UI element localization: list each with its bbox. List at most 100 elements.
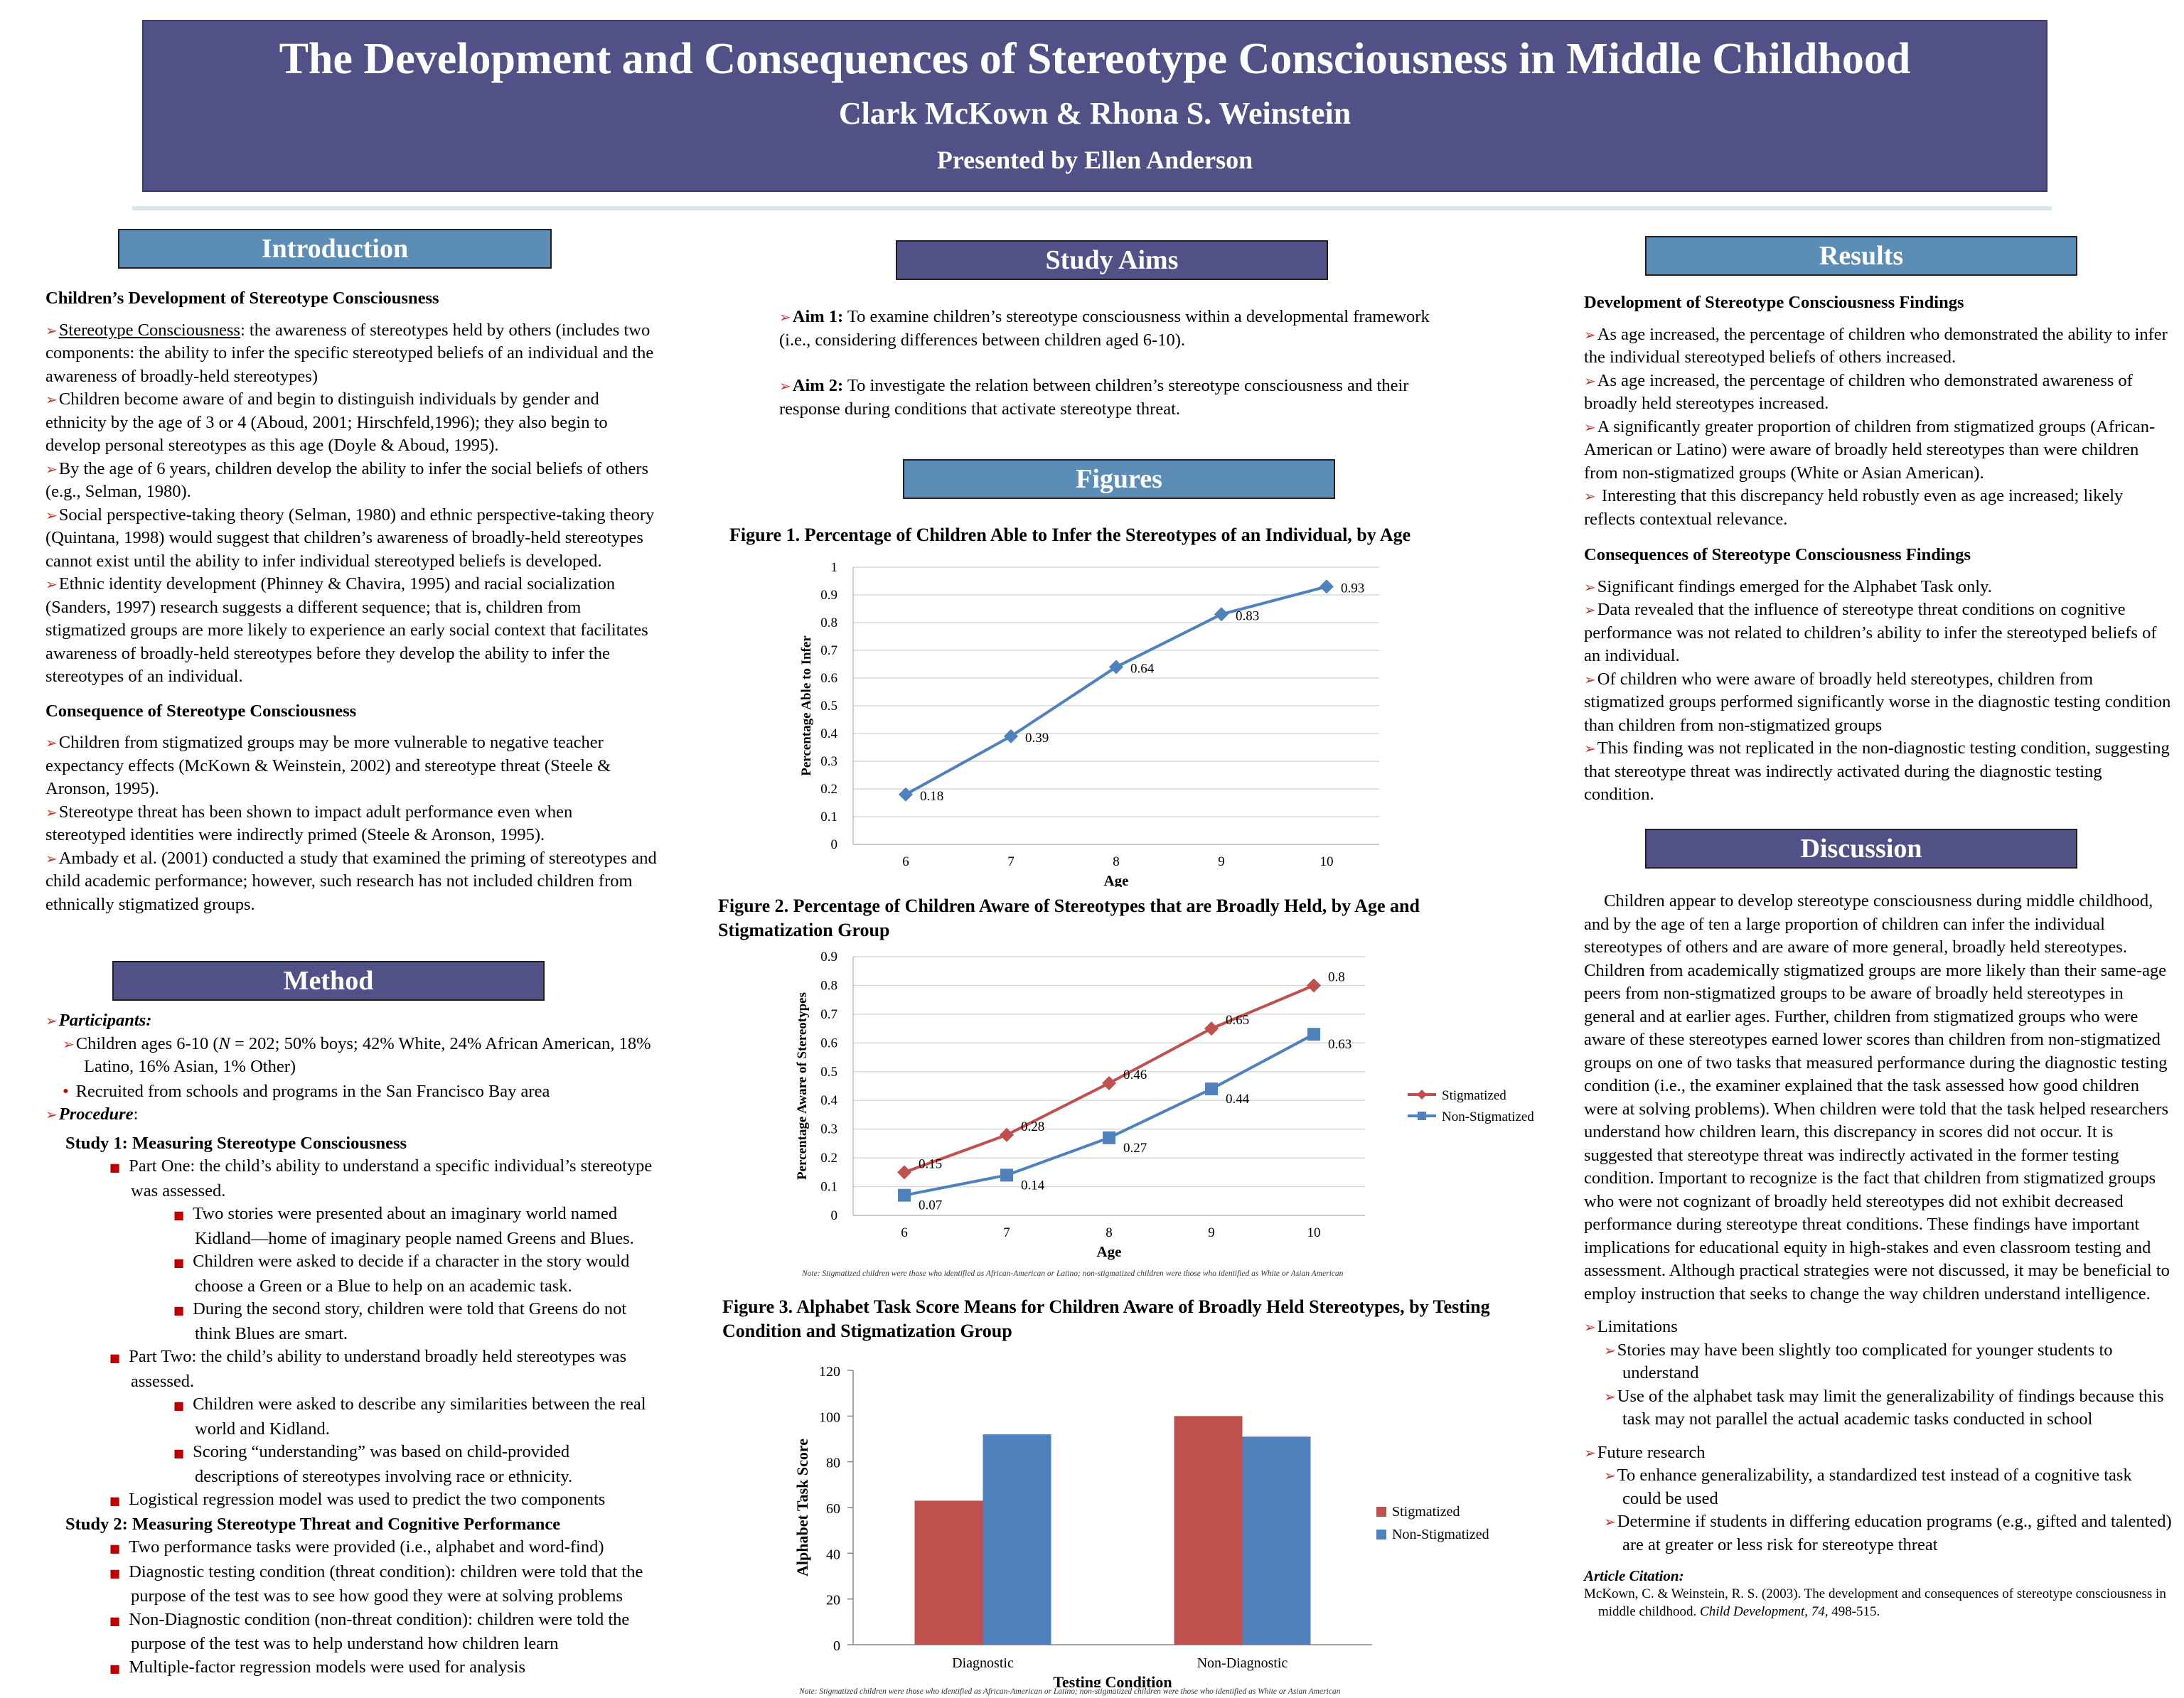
results-text: Of children who were aware of broadly he…	[1584, 669, 2171, 735]
method-text: During the second story, children were t…	[193, 1299, 627, 1343]
data-point	[1320, 579, 1334, 594]
x-axis-title: Age	[1104, 872, 1129, 887]
square-bullet-icon: ■	[173, 1446, 185, 1460]
method-bullet: ■ Two stories were presented about an ima…	[46, 1203, 657, 1250]
poster-title: The Development and Consequences of Ster…	[279, 35, 1911, 83]
aim-1: ➢Aim 1: To examine children’s stereotype…	[779, 306, 1447, 352]
arrow-bullet-icon: ➢	[46, 391, 58, 408]
intro-bullet-text: By the age of 6 years, children develop …	[46, 458, 649, 502]
bar	[1174, 1416, 1243, 1645]
results-bullet: ➢Of children who were aware of broadly h…	[1584, 668, 2174, 738]
legend-marker	[1376, 1530, 1386, 1540]
intro-bullet-text: : the awareness of stereotypes held by o…	[46, 320, 654, 386]
aim-2: ➢Aim 2: To investigate the relation betw…	[779, 375, 1447, 421]
y-tick-label: 0.6	[820, 671, 837, 686]
results-section: Development of Stereotype Consciousness …	[1584, 291, 2174, 807]
dot-bullet-icon: •	[63, 1081, 69, 1101]
discussion-bullet: ➢To enhance generalizability, a standard…	[1584, 1464, 2174, 1510]
limitations-label: Limitations	[1597, 1317, 1678, 1336]
discussion-bullet: ➢Stories may have been slightly too comp…	[1584, 1339, 2174, 1385]
y-tick-label: 0.5	[820, 699, 837, 714]
x-tick-label: 9	[1208, 1225, 1215, 1240]
method-text: Part Two: the child’s ability to underst…	[129, 1347, 627, 1391]
y-axis-title: Alphabet Task Score	[793, 1439, 811, 1576]
intro-term: Stereotype Consciousness	[58, 320, 240, 340]
results-text: This finding was not replicated in the n…	[1584, 738, 2170, 804]
study1-heading: Study 1: Measuring Stereotype Consciousn…	[65, 1133, 407, 1153]
x-tick-label: Diagnostic	[952, 1655, 1014, 1671]
discussion-bullet: ➢Use of the alphabet task may limit the …	[1584, 1385, 2174, 1431]
results-bullet: ➢ Interesting that this discrepancy held…	[1584, 485, 2174, 531]
aim-label: Aim 1:	[792, 307, 844, 326]
arrow-bullet-icon: ➢	[1604, 1341, 1616, 1359]
y-tick-label: 0.9	[820, 950, 837, 964]
data-label: 0.46	[1123, 1068, 1147, 1082]
y-tick-label: 0.1	[820, 810, 837, 824]
legend-label: Stigmatized	[1442, 1088, 1506, 1103]
discussion-bullet: ➢Determine if students in differing educ…	[1584, 1510, 2174, 1557]
bar	[1242, 1436, 1311, 1645]
data-label: 0.07	[919, 1198, 942, 1213]
citation-journal: Child Development, 74,	[1700, 1604, 1829, 1619]
intro-subheading-development: Children’s Development of Stereotype Con…	[46, 289, 439, 308]
intro-bullet-text: Ethnic identity development (Phinney & C…	[46, 574, 648, 686]
method-text: = 202; 50% boys; 42% White, 24% African …	[84, 1033, 651, 1077]
aim-text: To examine children’s stereotype conscio…	[779, 307, 1430, 350]
y-tick-label: 100	[819, 1409, 840, 1425]
data-point	[1103, 1131, 1115, 1144]
arrow-bullet-icon: ➢	[63, 1035, 75, 1053]
participants-label: Participants:	[58, 1011, 152, 1030]
intro-bullet: ➢Stereotype threat has been shown to imp…	[46, 801, 657, 847]
arrow-bullet-icon: ➢	[1584, 740, 1596, 757]
arrow-bullet-icon: ➢	[46, 460, 58, 478]
article-citation: McKown, C. & Weinstein, R. S. (2003). Th…	[1584, 1585, 2174, 1621]
data-label: 0.8	[1328, 969, 1345, 984]
discussion-text: Stories may have been slightly too compl…	[1617, 1340, 2113, 1383]
method-section: ➢Participants: ➢Children ages 6-10 (N = …	[46, 1009, 657, 1680]
arrow-bullet-icon: ➢	[46, 506, 58, 524]
procedure-colon: :	[133, 1105, 139, 1124]
y-tick-label: 20	[826, 1593, 840, 1608]
method-bullet: ■ Children were asked to describe any sim…	[46, 1393, 657, 1441]
y-tick-label: 0.8	[820, 616, 837, 630]
discussion-text: Use of the alphabet task may limit the g…	[1617, 1386, 2164, 1429]
x-tick-label: 8	[1113, 854, 1120, 869]
y-axis-title: Percentage Aware of Stereotypes	[795, 992, 810, 1180]
results-text: As age increased, the percentage of chil…	[1584, 324, 2168, 367]
y-tick-label: 0.9	[820, 588, 837, 603]
y-tick-label: 1	[831, 560, 838, 575]
figure2-caption: Figure 2. Percentage of Children Aware o…	[718, 896, 1420, 940]
study2-heading: Study 2: Measuring Stereotype Threat and…	[65, 1514, 561, 1534]
square-bullet-icon: ■	[173, 1399, 185, 1412]
poster-authors: Clark McKown & Rhona S. Weinstein	[838, 96, 1351, 131]
data-point	[1307, 978, 1321, 993]
method-text: N	[218, 1033, 230, 1053]
data-label: 0.15	[919, 1156, 942, 1171]
figure3-caption: Figure 3. Alphabet Task Score Means for …	[722, 1296, 1490, 1341]
aim-text: To investigate the relation between chil…	[779, 376, 1409, 419]
data-point	[899, 787, 913, 802]
intro-bullet: ➢By the age of 6 years, children develop…	[46, 458, 657, 504]
results-bullet: ➢As age increased, the percentage of chi…	[1584, 370, 2174, 416]
arrow-bullet-icon: ➢	[1584, 326, 1596, 343]
method-bullet: ■ Children were asked to decide if a char…	[46, 1250, 657, 1298]
results-text: Interesting that this discrepancy held r…	[1584, 486, 2124, 529]
y-tick-label: 120	[819, 1364, 840, 1380]
x-tick-label: 7	[1003, 1225, 1010, 1240]
arrow-bullet-icon: ➢	[1584, 488, 1596, 505]
method-text: Multiple-factor regression models were u…	[129, 1657, 526, 1677]
banner-divider	[132, 206, 2052, 210]
data-point	[898, 1188, 911, 1202]
method-text: Children ages 6-10 (	[75, 1033, 219, 1053]
figure1-caption: Figure 1. Percentage of Children Able to…	[729, 525, 1411, 545]
x-tick-label: 7	[1007, 854, 1015, 869]
legend-label: Non-Stigmatized	[1392, 1527, 1489, 1542]
limitations-heading: ➢Limitations	[1584, 1316, 2174, 1339]
arrow-bullet-icon: ➢	[46, 576, 58, 593]
y-tick-label: 0	[831, 1208, 838, 1223]
bar	[983, 1434, 1051, 1645]
results-bullet: ➢Data revealed that the influence of ste…	[1584, 598, 2174, 668]
intro-bullet: ➢Ethnic identity development (Phinney & …	[46, 573, 657, 689]
data-label: 0.83	[1236, 608, 1259, 623]
section-header-study-aims: Study Aims	[896, 240, 1328, 280]
